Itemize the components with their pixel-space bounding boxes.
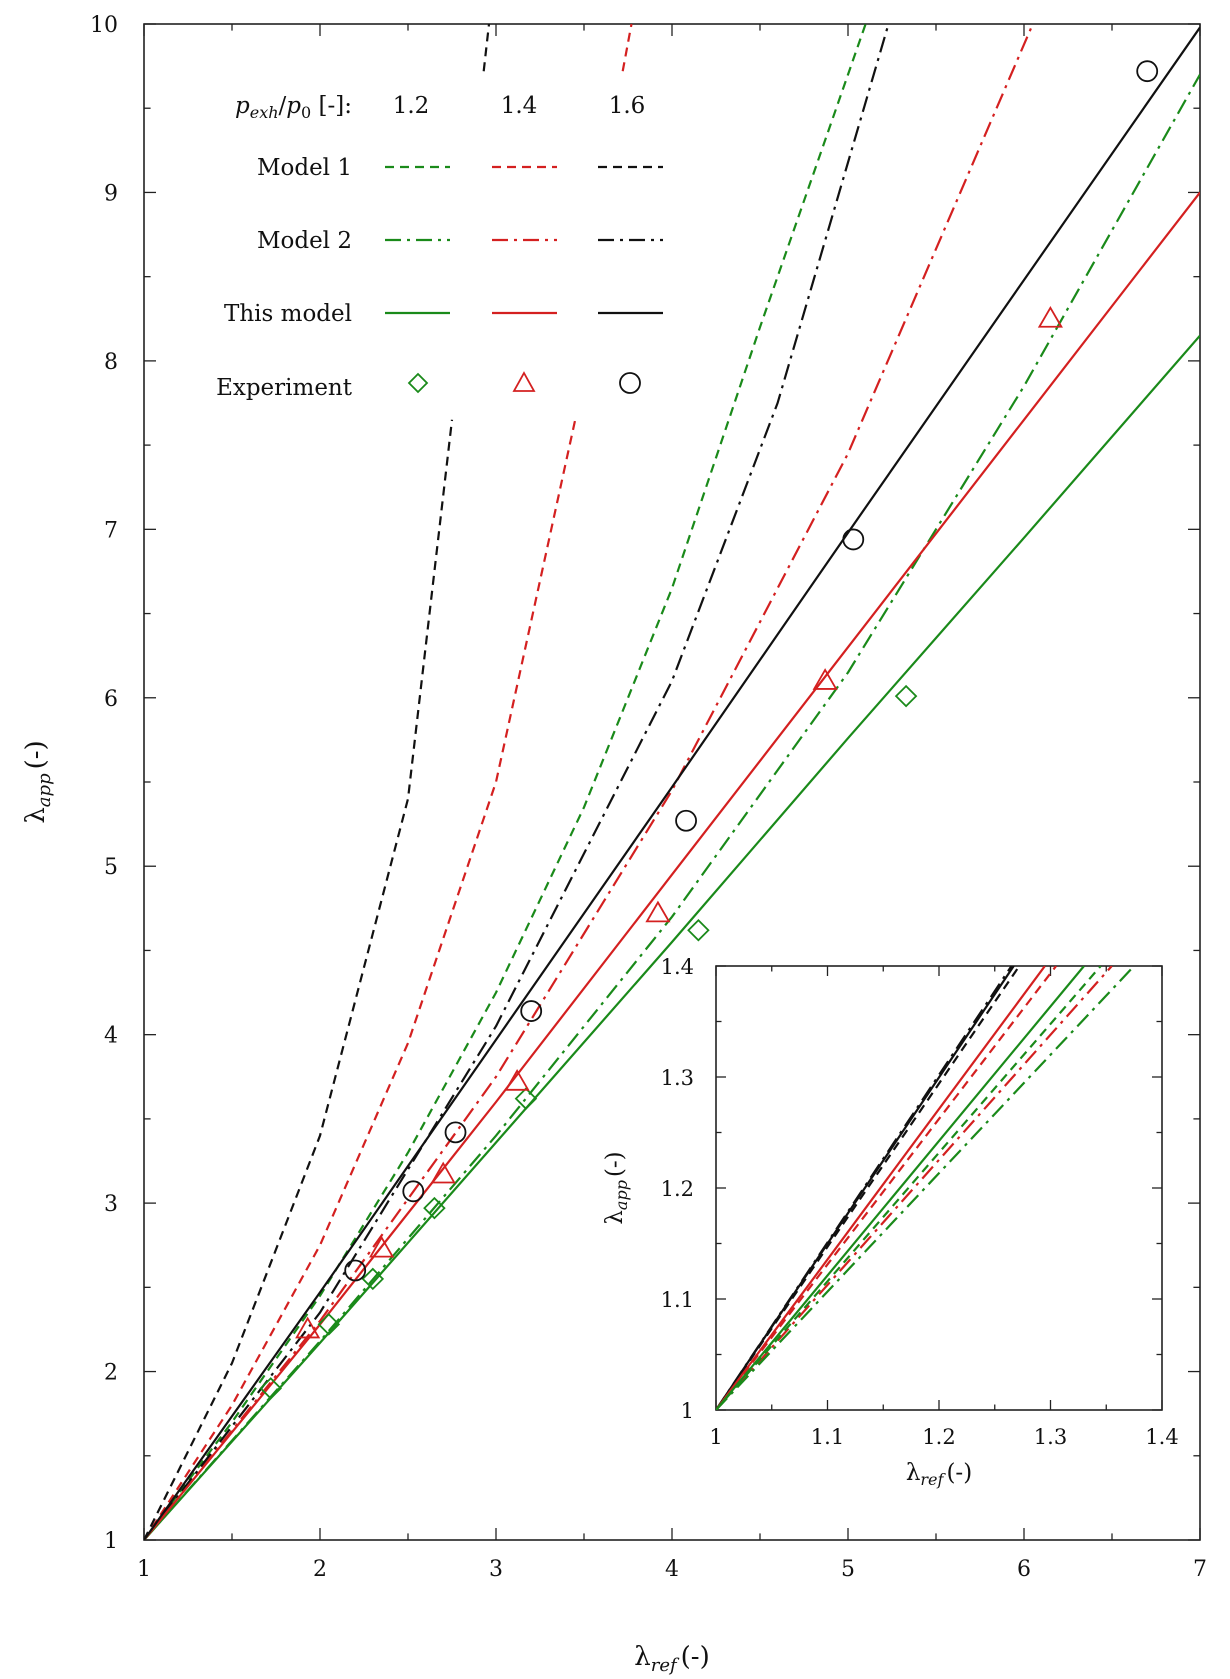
experiment-circle-1-6-point bbox=[520, 1000, 543, 1022]
main-y-tick-label-6: 6 bbox=[104, 687, 118, 712]
main-series-model-1-1-4-upper bbox=[621, 24, 633, 72]
inset-y-axis-title: λapp(-) bbox=[602, 1151, 631, 1224]
experiment-diamond-1-2-point bbox=[514, 1087, 538, 1110]
experiment-diamond-1-2-point bbox=[361, 1267, 385, 1291]
main-series-model-1-1-4 bbox=[144, 419, 577, 1540]
legend-marker-diamond bbox=[407, 372, 429, 394]
main-y-tick-label-10: 10 bbox=[90, 13, 118, 38]
experiment-triangle-1-4-point bbox=[369, 1235, 395, 1258]
main-x-tick-labels: 1 2 3 4 5 6 7 bbox=[137, 1557, 1207, 1582]
inset-x-tick-label-1-3: 1.3 bbox=[1034, 1425, 1067, 1449]
inset-y-tick-label-1-3: 1.3 bbox=[661, 1066, 694, 1090]
experiment-diamond-1-2-point bbox=[687, 918, 710, 942]
main-y-tick-label-3: 3 bbox=[104, 1192, 118, 1217]
main-x-tick-label-2: 2 bbox=[313, 1557, 327, 1582]
main-y-tick-label-4: 4 bbox=[104, 1024, 118, 1049]
inset-series-model-2-1-4 bbox=[716, 966, 1113, 1410]
legend: pexh/p0 [-]: 1.2 1.4 1.6 Model 1 Model 2… bbox=[216, 93, 663, 401]
main-series-model-2-1-4 bbox=[144, 24, 1034, 1540]
inset-y-tick-label-1-4: 1.4 bbox=[661, 955, 694, 979]
legend-col-1-4: 1.4 bbox=[501, 93, 538, 119]
inset-x-tick-label-1-2: 1.2 bbox=[922, 1425, 955, 1449]
experiment-triangle-1-4-point bbox=[812, 668, 838, 690]
main-y-tick-label-9: 9 bbox=[104, 181, 118, 206]
legend-row-model-1: Model 1 bbox=[257, 155, 352, 181]
legend-header: pexh/p0 [-]: bbox=[235, 93, 352, 122]
inset-y-tick-label-1-2: 1.2 bbox=[661, 1177, 694, 1201]
legend-marker-triangle bbox=[512, 371, 536, 392]
experiment-circle-1-6-point bbox=[1136, 60, 1159, 83]
experiment-triangle-1-4-point bbox=[645, 900, 671, 923]
x-axis-title: λref (-) bbox=[634, 1642, 709, 1676]
main-y-tick-label-8: 8 bbox=[104, 350, 118, 375]
main-series-model-2-1-6 bbox=[144, 24, 890, 1540]
inset-x-tick-labels: 1 1.1 1.2 1.3 1.4 bbox=[709, 1425, 1178, 1449]
inset-x-tick-label-1: 1 bbox=[709, 1425, 722, 1449]
inset-y-tick-labels: 1 1.1 1.2 1.3 1.4 bbox=[661, 955, 694, 1423]
main-x-tick-label-6: 6 bbox=[1017, 1557, 1031, 1582]
inset-series-this-model-1-4 bbox=[716, 966, 1046, 1410]
legend-col-1-2: 1.2 bbox=[393, 93, 430, 119]
experiment-diamond-1-2-point bbox=[259, 1377, 282, 1400]
inset-series-lines bbox=[716, 966, 1135, 1410]
experiment-markers bbox=[259, 60, 1159, 1400]
inset-series-this-model-1-2 bbox=[716, 966, 1085, 1410]
main-series-this-model-1-2 bbox=[144, 334, 1200, 1540]
legend-row-experiment: Experiment bbox=[216, 375, 353, 401]
main-y-tick-label-7: 7 bbox=[104, 518, 118, 543]
main-x-tick-label-1: 1 bbox=[137, 1557, 151, 1582]
experiment-triangle-1-4-point bbox=[1037, 305, 1063, 328]
inset-series-model-1-1-2 bbox=[716, 966, 1102, 1410]
experiment-triangle-1-4-point bbox=[295, 1316, 321, 1339]
inset-x-tick-label-1-4: 1.4 bbox=[1145, 1425, 1178, 1449]
experiment-circle-1-6-point bbox=[842, 528, 865, 551]
main-series-model-1-1-6-upper bbox=[482, 24, 491, 72]
legend-row-model-2: Model 2 bbox=[257, 228, 352, 254]
inset-y-tick-label-1-1: 1.1 bbox=[661, 1288, 694, 1312]
inset-x-axis-title: λref (-) bbox=[906, 1460, 972, 1489]
main-x-tick-label-4: 4 bbox=[665, 1557, 679, 1582]
inset-series-model-2-1-2 bbox=[716, 966, 1135, 1410]
main-x-tick-label-7: 7 bbox=[1193, 1557, 1207, 1582]
inset-tick-marks bbox=[715, 965, 1163, 1411]
inset-plot-frame bbox=[715, 965, 1163, 1411]
experiment-circle-1-6-point bbox=[402, 1180, 425, 1203]
experiment-circle-1-6-point bbox=[344, 1259, 367, 1282]
main-series-this-model-1-6 bbox=[144, 26, 1200, 1540]
main-x-tick-label-5: 5 bbox=[841, 1557, 855, 1582]
inset-plot: 1 1.1 1.2 1.3 1.4 1 1.1 1.2 1.3 1.4 bbox=[661, 955, 1179, 1449]
inset-series-model-1-1-4 bbox=[716, 966, 1057, 1410]
inset-y-tick-label-1: 1 bbox=[681, 1399, 694, 1423]
y-axis-title: λapp(-) bbox=[21, 740, 55, 823]
legend-row-this-model: This model bbox=[224, 301, 352, 327]
experiment-triangle-1-4-point bbox=[430, 1161, 456, 1184]
main-tick-marks bbox=[143, 23, 1201, 1541]
experiment-circle-1-6-point bbox=[444, 1121, 467, 1144]
main-plot: 1 2 3 4 5 6 7 1 2 3 4 5 6 7 8 9 10 bbox=[90, 13, 1207, 1582]
main-y-tick-label-2: 2 bbox=[104, 1361, 118, 1386]
experiment-diamond-1-2-point bbox=[423, 1196, 446, 1220]
main-y-tick-label-1: 1 bbox=[104, 1529, 118, 1554]
experiment-triangle-1-4-point bbox=[504, 1069, 530, 1091]
experiment-diamond-1-2-point bbox=[894, 684, 918, 708]
main-x-tick-label-3: 3 bbox=[489, 1557, 503, 1582]
main-series-model-1-1-2 bbox=[144, 24, 867, 1540]
main-y-tick-labels: 1 2 3 4 5 6 7 8 9 10 bbox=[90, 13, 118, 1554]
inset-x-tick-label-1-1: 1.1 bbox=[811, 1425, 844, 1449]
legend-marker-circle bbox=[619, 372, 641, 394]
main-y-tick-label-5: 5 bbox=[104, 855, 118, 880]
experiment-diamond-1-2-point bbox=[317, 1313, 341, 1336]
experiment-circle-1-6-point bbox=[675, 809, 697, 832]
legend-col-1-6: 1.6 bbox=[609, 93, 646, 119]
inset-series-this-model-1-6 bbox=[716, 966, 1015, 1410]
main-series-model-1-1-6 bbox=[144, 419, 454, 1540]
inset-series-model-2-1-6 bbox=[716, 966, 1013, 1410]
main-series-model-2-1-2 bbox=[144, 73, 1200, 1540]
